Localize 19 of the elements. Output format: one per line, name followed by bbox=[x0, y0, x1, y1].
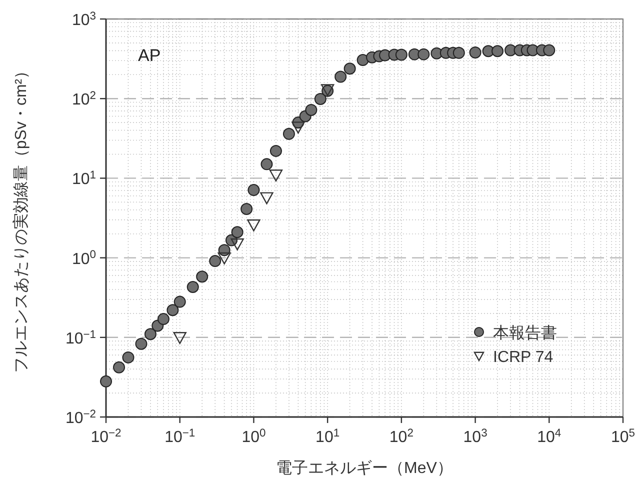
legend-label: ICRP 74 bbox=[493, 349, 554, 366]
y-tick-label: 10$^{−1}$ bbox=[65, 328, 96, 348]
y-tick-label: 10$^{3}$ bbox=[72, 10, 96, 29]
x-tick-label: 10$^{0}$ bbox=[242, 427, 266, 446]
legend-label: 本報告書 bbox=[493, 324, 557, 342]
x-tick-label: 10$^{−2}$ bbox=[90, 427, 122, 446]
x-tick-label: 10$^{3}$ bbox=[463, 427, 488, 446]
y-tick-label: 10$^{2}$ bbox=[72, 90, 96, 109]
y-axis-title: フルエンスあたりの実効線量（pSv・cm²） bbox=[12, 62, 30, 374]
x-tick-label: 10$^{−1}$ bbox=[164, 427, 196, 446]
y-tick-label: 10$^{0}$ bbox=[72, 249, 96, 268]
x-tick-label: 10$^{5}$ bbox=[610, 427, 636, 446]
x-tick-label: 10$^{2}$ bbox=[389, 427, 414, 446]
annotation: AP bbox=[138, 46, 161, 65]
x-tick-label: 10$^{4}$ bbox=[537, 427, 562, 446]
y-tick-label: 10$^{−2}$ bbox=[65, 408, 96, 427]
x-axis-title: 電子エネルギー（MeV） bbox=[276, 459, 453, 477]
x-tick-label: 10$^{1}$ bbox=[316, 427, 340, 446]
y-tick-label: 10$^{1}$ bbox=[72, 170, 96, 188]
